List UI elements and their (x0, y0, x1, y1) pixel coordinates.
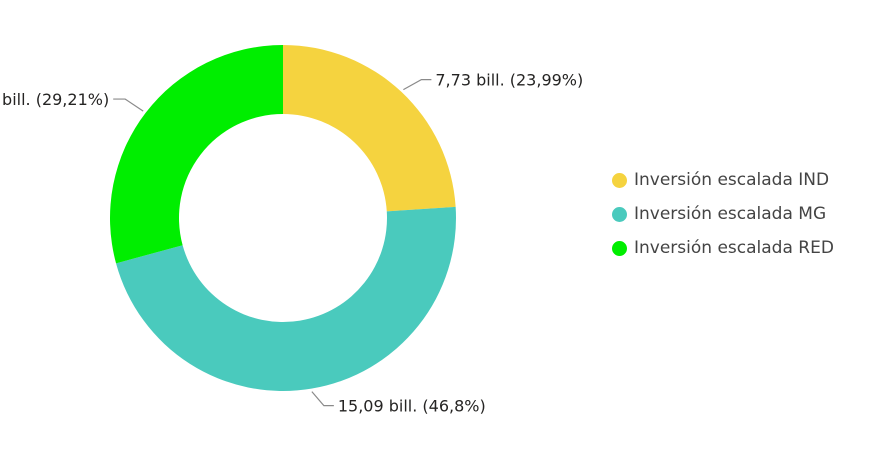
data-label-ind: 7,73 bill. (23,99%) (435, 71, 583, 90)
legend-item-ind[interactable]: Inversión escalada IND (612, 170, 834, 190)
leader-line-red (113, 98, 144, 112)
legend-swatch-mg (612, 206, 627, 222)
data-label-red: 9,42 bill. (29,21%) (0, 90, 109, 109)
legend-label-mg: Inversión escalada MG (634, 204, 827, 224)
donut-slice-red[interactable] (110, 45, 283, 264)
legend-swatch-red (612, 240, 627, 256)
legend-label-ind: Inversión escalada IND (634, 170, 830, 190)
leader-line-ind (403, 79, 432, 91)
legend-item-red[interactable]: Inversión escalada RED (612, 238, 834, 258)
data-label-mg: 15,09 bill. (46,8%) (338, 397, 486, 416)
leader-line-mg (311, 391, 334, 407)
donut-slice-mg[interactable] (116, 206, 457, 391)
legend-item-mg[interactable]: Inversión escalada MG (612, 204, 834, 224)
legend-swatch-ind (612, 172, 627, 188)
donut-slice-ind[interactable] (283, 45, 456, 212)
data-labels-layer: 7,73 bill. (23,99%) 15,09 bill. (46,8%) 9,… (0, 71, 583, 416)
legend-label-red: Inversión escalada RED (634, 238, 834, 258)
slices-layer (110, 45, 457, 391)
leader-lines-layer (113, 79, 432, 407)
legend: Inversión escalada IND Inversión escalad… (612, 170, 834, 258)
